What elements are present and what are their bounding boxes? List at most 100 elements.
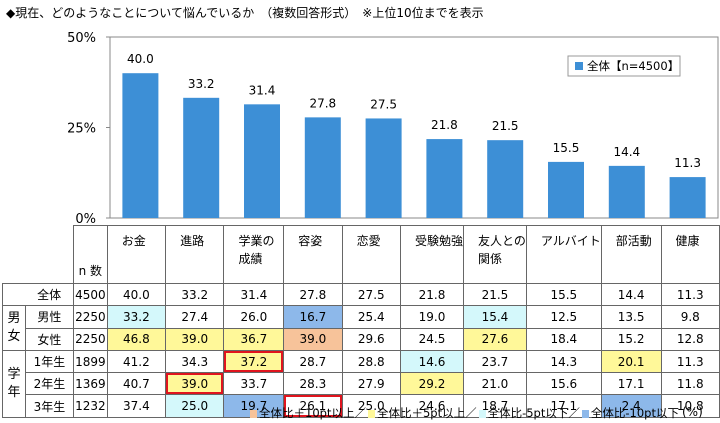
bar-value-label: 40.0 [127, 52, 154, 66]
table-cell: 11.3 [660, 349, 720, 374]
legend: 全体【n=4500】 [567, 55, 681, 77]
table-cell: 12.5 [525, 305, 602, 329]
bar-進路 [183, 97, 220, 218]
n-header: n 数 [72, 225, 108, 284]
bar-value-label: 21.5 [492, 119, 519, 133]
table-cell: 29.6 [341, 327, 401, 351]
table-cell: 28.7 [283, 349, 343, 374]
table-cell: 11.3 [660, 282, 720, 307]
group-blank [2, 282, 26, 307]
table-cell: 25.0 [165, 394, 225, 418]
color-legend: 全体比＋10pt以上／ 全体比＋5pt以上／ 全体比-5pt以下／ 全体比-10pt以… [250, 405, 681, 421]
color-legend-swatch [250, 409, 257, 418]
column-header-部活動: 部活動 [600, 225, 662, 284]
legend-box [567, 55, 681, 77]
table-row: 全体 4500 40.0 33.2 31.4 27.8 27.5 21.8 21.5 15.5 14… [2, 282, 720, 307]
bar-value-label: 33.2 [188, 77, 215, 91]
column-header-容姿: 容姿 [283, 225, 343, 284]
table-cell: 25.4 [341, 305, 401, 329]
table-cell: 31.4 [223, 282, 285, 307]
table-cell: 24.5 [399, 327, 465, 351]
chart-title: ◆現在、どのようなことについて悩んでいるか （複数回答形式） ※上位10位までを… [6, 6, 484, 20]
table-cell: 15.5 [525, 282, 602, 307]
row-n: 2250 [72, 305, 108, 329]
table-cell: 39.0 [165, 327, 225, 351]
table-cell: 29.2 [399, 372, 465, 396]
table-cell: 40.7 [106, 372, 167, 396]
row-n: 4500 [72, 282, 108, 307]
row-n: 1232 [72, 394, 108, 418]
table-cell: 9.8 [660, 305, 720, 329]
table-cell: 13.5 [600, 305, 662, 329]
column-header-受験勉強: 受験勉強 [399, 225, 465, 284]
column-header-進路: 進路 [165, 225, 225, 284]
color-legend-swatch [367, 409, 375, 418]
table-cell: 14.3 [525, 349, 602, 374]
table-cell: 12.8 [660, 327, 720, 351]
table-cell: 27.8 [283, 282, 343, 307]
table-cell: 21.0 [463, 372, 527, 396]
table-cell: 27.5 [341, 282, 401, 307]
table-cell: 37.4 [106, 394, 167, 418]
y-tick-label: 50% [67, 31, 96, 46]
row-n: 2250 [72, 327, 108, 351]
legend-label: 全体【n=4500】 [587, 59, 679, 73]
table-cell: 19.0 [399, 305, 465, 329]
color-legend-item: 全体比＋5pt以上／ [367, 406, 477, 420]
table-cell: 23.7 [463, 349, 527, 374]
row-n: 1369 [72, 372, 108, 396]
table-cell: 39.0 [283, 327, 343, 351]
table-cell: 17.1 [600, 372, 662, 396]
table-row: 2年生 1369 40.7 39.0 33.7 28.3 27.9 29.2 21.0 15.6 1… [3, 372, 720, 396]
bar-value-label: 11.3 [674, 156, 701, 170]
bar-アルバイト [548, 161, 584, 218]
table-cell: 28.3 [283, 372, 343, 396]
color-legend-item: 全体比-5pt以下／ [478, 406, 580, 420]
table-cell: 2.4 [600, 394, 662, 418]
column-header-健康: 健康 [660, 225, 720, 284]
table-cell: 24.6 [399, 394, 465, 418]
data-table: n 数お金 進路 学業の 成績 容姿 恋愛 受験勉強 友人との 関係 アルバイト 部活動 健康 全体 45… [2, 225, 720, 418]
table-cell: 36.7 [223, 327, 285, 351]
table-cell: 11.8 [660, 372, 720, 396]
bar-value-label: 21.8 [431, 118, 458, 132]
table-cell: 37.2 [223, 349, 285, 374]
table-cell: 33.7 [223, 372, 285, 396]
y-tick-label: 0% [75, 212, 96, 226]
table-cell: 27.9 [341, 372, 401, 396]
row-label: 全体 [25, 282, 74, 307]
row-n: 1899 [72, 349, 108, 374]
table-row: 学年 1年生 1899 41.2 34.3 37.2 28.7 28.8 14.6 23.7 14.… [2, 349, 720, 418]
y-axis: 0% 25% 50% [67, 31, 110, 226]
bar-友人との関係 [487, 140, 524, 218]
table-cell: 27.6 [463, 327, 527, 351]
bar-value-label: 31.4 [249, 83, 276, 97]
table-cell: 14.6 [399, 349, 465, 374]
table-cell: 25.0 [341, 394, 401, 418]
table-cell: 40.0 [106, 282, 167, 307]
table-cell: 15.2 [600, 327, 662, 351]
color-legend-swatch [478, 409, 486, 418]
bar-value-label: 14.4 [613, 145, 640, 159]
bar-学業の成績 [244, 104, 280, 218]
column-header-友人との関係: 友人との 関係 [463, 225, 527, 284]
bars [122, 73, 706, 218]
group-label: 男女 [2, 305, 26, 351]
table-cell: 21.5 [463, 282, 527, 307]
group-label: 学年 [2, 349, 26, 418]
bar-部活動 [608, 165, 645, 218]
column-header-お金: お金 [106, 225, 167, 284]
row-label: 1年生 [24, 349, 74, 374]
table-cell: 16.7 [283, 305, 343, 329]
column-header-恋愛: 恋愛 [341, 225, 401, 284]
table-row: 女性 2250 46.8 39.0 36.7 39.0 29.6 24.5 27.6 18.4 15… [3, 327, 720, 351]
table-cell: 26.1 [283, 394, 343, 418]
header-blank [3, 226, 74, 284]
legend-swatch [575, 62, 583, 70]
table-cell: 26.0 [223, 305, 285, 329]
table-row: 男女男性 2250 33.2 27.4 26.0 16.7 25.4 19.0 15.4 12.5… [2, 305, 720, 351]
bar-value-label: 27.8 [309, 96, 336, 110]
table-cell: 20.1 [600, 349, 662, 374]
table-cell: 15.6 [525, 372, 602, 396]
bar-value-labels: 40.0 33.2 31.4 27.8 27.5 21.8 21.5 15.5 14.4 11.3 [127, 52, 701, 170]
